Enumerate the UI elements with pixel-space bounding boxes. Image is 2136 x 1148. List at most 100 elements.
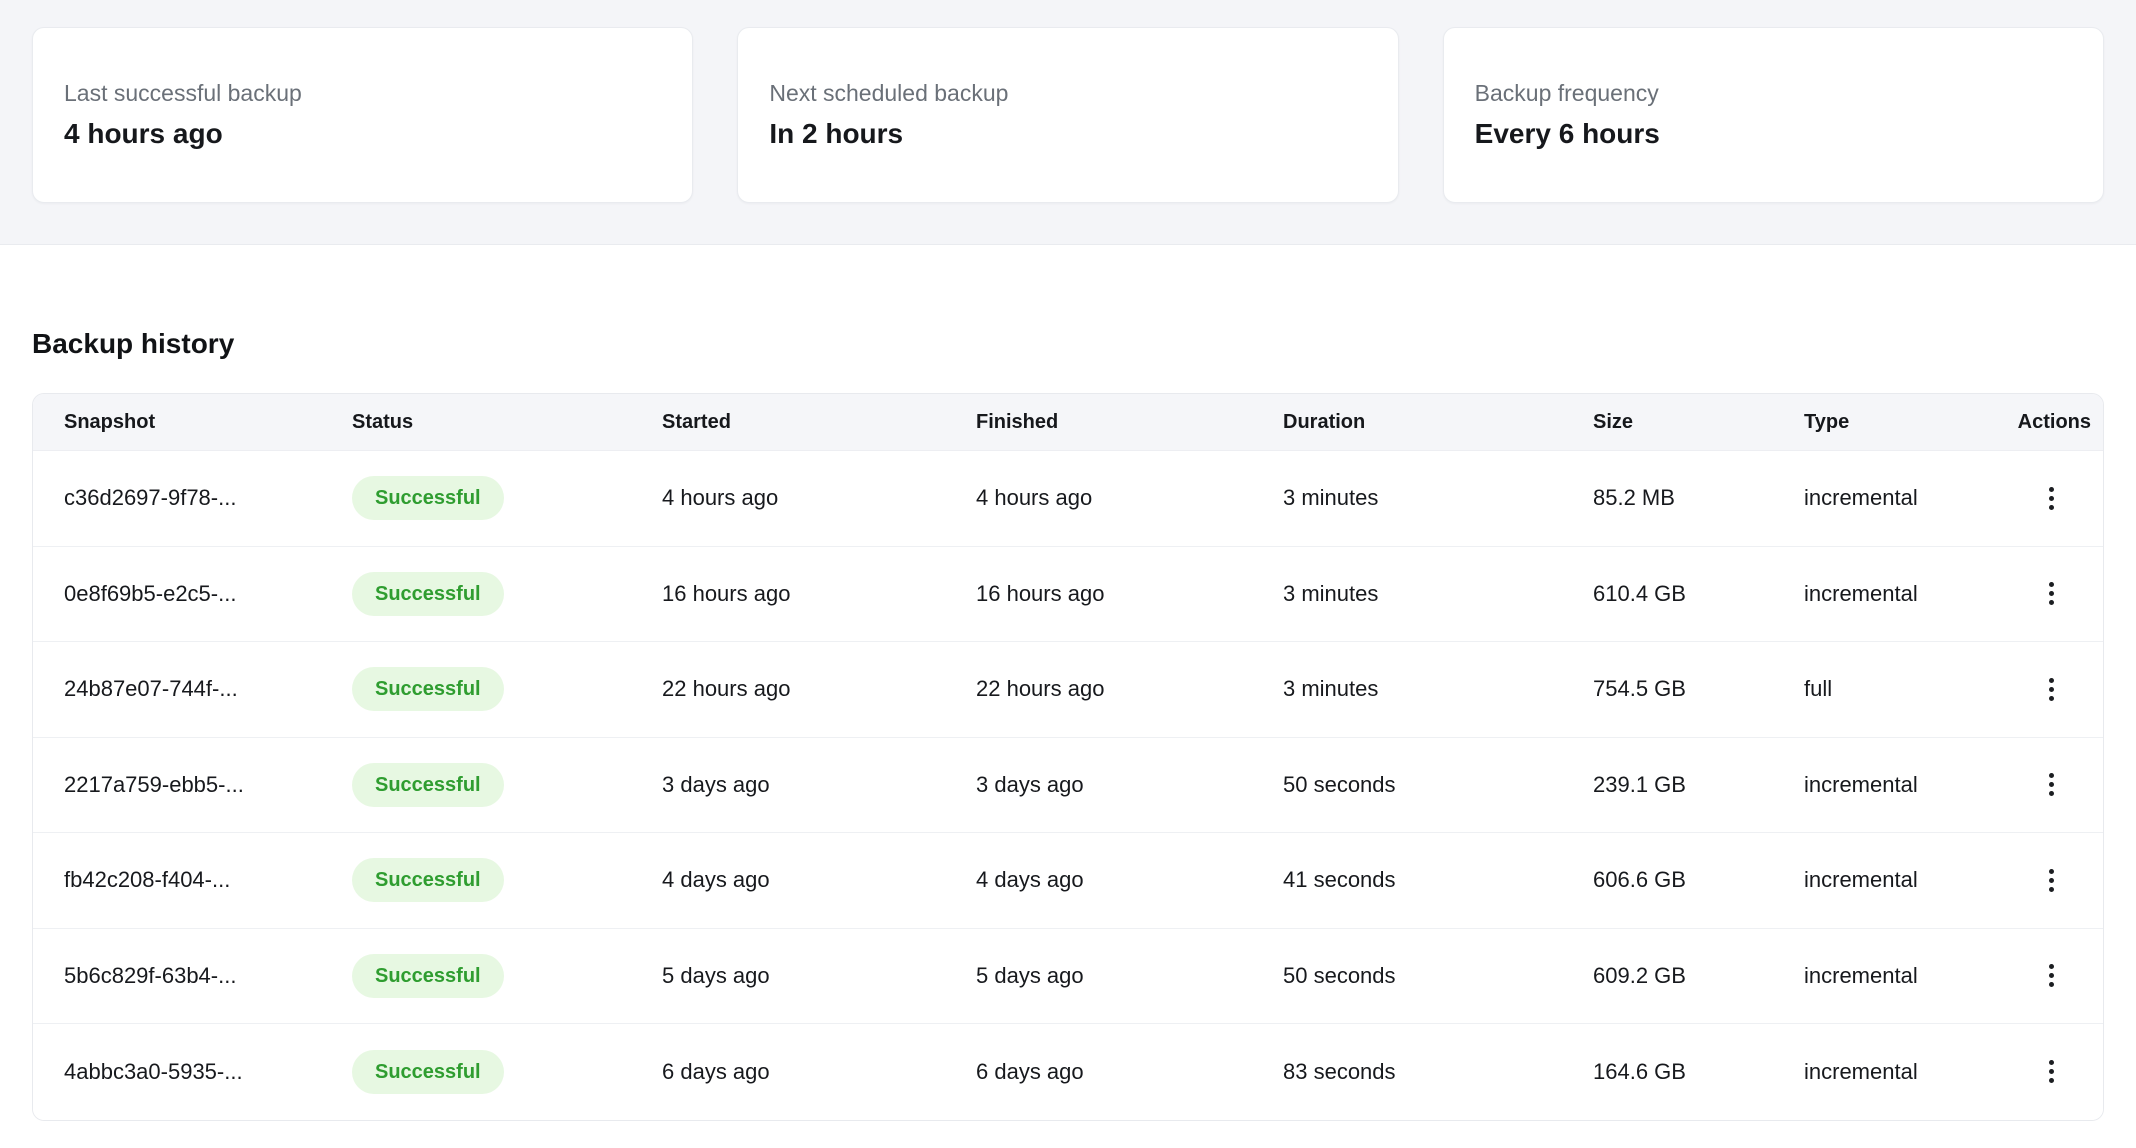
column-header-actions: Actions — [2017, 410, 2091, 433]
duration-cell: 41 seconds — [1283, 867, 1396, 893]
row-actions-button[interactable] — [2032, 956, 2072, 996]
type-cell: incremental — [1804, 962, 1918, 988]
status-cell: Successful — [352, 667, 662, 712]
started-cell: 6 days ago — [662, 1058, 770, 1084]
started-cell: 4 hours ago — [662, 485, 779, 511]
finished-cell: 5 days ago — [976, 962, 1084, 988]
finished-cell: 6 days ago — [976, 1058, 1084, 1084]
card-label: Backup frequency — [1474, 79, 1659, 106]
duration-cell: 3 minutes — [1283, 580, 1379, 606]
snapshot-id: c36d2697-9f78-... — [64, 485, 237, 511]
kebab-menu-icon — [2049, 782, 2054, 788]
kebab-menu-icon — [2049, 591, 2054, 597]
table-row: 5b6c829f-63b4-... Successful 5 days ago … — [33, 928, 2103, 1024]
finished-cell: 3 days ago — [976, 771, 1084, 797]
table-header-row: Snapshot Status Started Finished Duratio… — [33, 394, 2103, 451]
started-cell: 16 hours ago — [662, 580, 791, 606]
duration-cell: 3 minutes — [1283, 676, 1379, 702]
row-actions-button[interactable] — [2032, 765, 2072, 805]
kebab-menu-icon — [2049, 973, 2054, 979]
card-label: Next scheduled backup — [769, 79, 1009, 106]
snapshot-id: 4abbc3a0-5935-... — [64, 1058, 243, 1084]
finished-cell: 4 days ago — [976, 867, 1084, 893]
row-actions-button[interactable] — [2032, 1052, 2072, 1092]
snapshot-id: 5b6c829f-63b4-... — [64, 962, 237, 988]
size-cell: 610.4 GB — [1593, 580, 1686, 606]
finished-cell: 4 hours ago — [976, 485, 1093, 511]
status-cell: Successful — [352, 476, 662, 521]
size-cell: 164.6 GB — [1593, 1058, 1686, 1084]
column-header-size: Size — [1593, 410, 1634, 433]
type-cell: full — [1804, 676, 1833, 702]
status-badge: Successful — [352, 476, 504, 521]
card-value: Every 6 hours — [1474, 117, 1660, 149]
snapshot-id: 24b87e07-744f-... — [64, 676, 238, 702]
kebab-menu-icon — [2049, 877, 2054, 883]
status-cell: Successful — [352, 762, 662, 807]
backup-history-table: Snapshot Status Started Finished Duratio… — [32, 393, 2104, 1121]
status-badge: Successful — [352, 667, 504, 712]
duration-cell: 50 seconds — [1283, 771, 1396, 797]
column-header-duration: Duration — [1283, 410, 1366, 433]
type-cell: incremental — [1804, 867, 1918, 893]
column-header-snapshot: Snapshot — [64, 410, 156, 433]
status-cell: Successful — [352, 858, 662, 903]
card-value: 4 hours ago — [64, 117, 223, 149]
duration-cell: 50 seconds — [1283, 962, 1396, 988]
row-actions-button[interactable] — [2032, 574, 2072, 614]
snapshot-id: 0e8f69b5-e2c5-... — [64, 580, 237, 606]
summary-card-next-backup: Next scheduled backup In 2 hours — [737, 27, 1399, 203]
kebab-menu-icon — [2049, 495, 2054, 501]
actions-cell — [2012, 765, 2091, 805]
status-badge: Successful — [352, 953, 504, 998]
snapshot-id: 2217a759-ebb5-... — [64, 771, 244, 797]
size-cell: 85.2 MB — [1593, 485, 1675, 511]
status-cell: Successful — [352, 1049, 662, 1094]
row-actions-button[interactable] — [2032, 478, 2072, 518]
type-cell: incremental — [1804, 580, 1918, 606]
type-cell: incremental — [1804, 1058, 1918, 1084]
kebab-menu-icon — [2049, 1069, 2054, 1075]
actions-cell — [2012, 1052, 2091, 1092]
table-row: 0e8f69b5-e2c5-... Successful 16 hours ag… — [33, 546, 2103, 642]
section-title: Backup history — [32, 328, 235, 359]
backup-history-section: Backup history Snapshot Status Started F… — [0, 328, 2136, 1121]
table-row: fb42c208-f404-... Successful 4 days ago … — [33, 833, 2103, 929]
table-row: c36d2697-9f78-... Successful 4 hours ago… — [33, 451, 2103, 547]
snapshot-id: fb42c208-f404-... — [64, 867, 231, 893]
column-header-finished: Finished — [976, 410, 1059, 433]
size-cell: 606.6 GB — [1593, 867, 1686, 893]
status-badge: Successful — [352, 858, 504, 903]
status-badge: Successful — [352, 1049, 504, 1094]
kebab-menu-icon — [2049, 686, 2054, 692]
size-cell: 754.5 GB — [1593, 676, 1686, 702]
summary-band: Last successful backup 4 hours ago Next … — [0, 0, 2136, 245]
column-header-type: Type — [1804, 410, 1850, 433]
started-cell: 22 hours ago — [662, 676, 791, 702]
actions-cell — [2012, 478, 2091, 518]
row-actions-button[interactable] — [2032, 860, 2072, 900]
summary-card-last-backup: Last successful backup 4 hours ago — [32, 27, 694, 203]
table-row: 2217a759-ebb5-... Successful 3 days ago … — [33, 737, 2103, 833]
finished-cell: 16 hours ago — [976, 580, 1105, 606]
type-cell: incremental — [1804, 485, 1918, 511]
started-cell: 4 days ago — [662, 867, 770, 893]
card-label: Last successful backup — [64, 79, 302, 106]
column-header-started: Started — [662, 410, 731, 433]
actions-cell — [2012, 669, 2091, 709]
table-row: 4abbc3a0-5935-... Successful 6 days ago … — [33, 1024, 2103, 1120]
duration-cell: 3 minutes — [1283, 485, 1379, 511]
column-header-status: Status — [352, 410, 414, 433]
status-cell: Successful — [352, 571, 662, 616]
actions-cell — [2012, 574, 2091, 614]
table-row: 24b87e07-744f-... Successful 22 hours ag… — [33, 642, 2103, 738]
started-cell: 5 days ago — [662, 962, 770, 988]
status-cell: Successful — [352, 953, 662, 998]
duration-cell: 83 seconds — [1283, 1058, 1396, 1084]
type-cell: incremental — [1804, 771, 1918, 797]
size-cell: 609.2 GB — [1593, 962, 1686, 988]
actions-cell — [2012, 956, 2091, 996]
card-value: In 2 hours — [769, 117, 904, 149]
row-actions-button[interactable] — [2032, 669, 2072, 709]
status-badge: Successful — [352, 762, 504, 807]
